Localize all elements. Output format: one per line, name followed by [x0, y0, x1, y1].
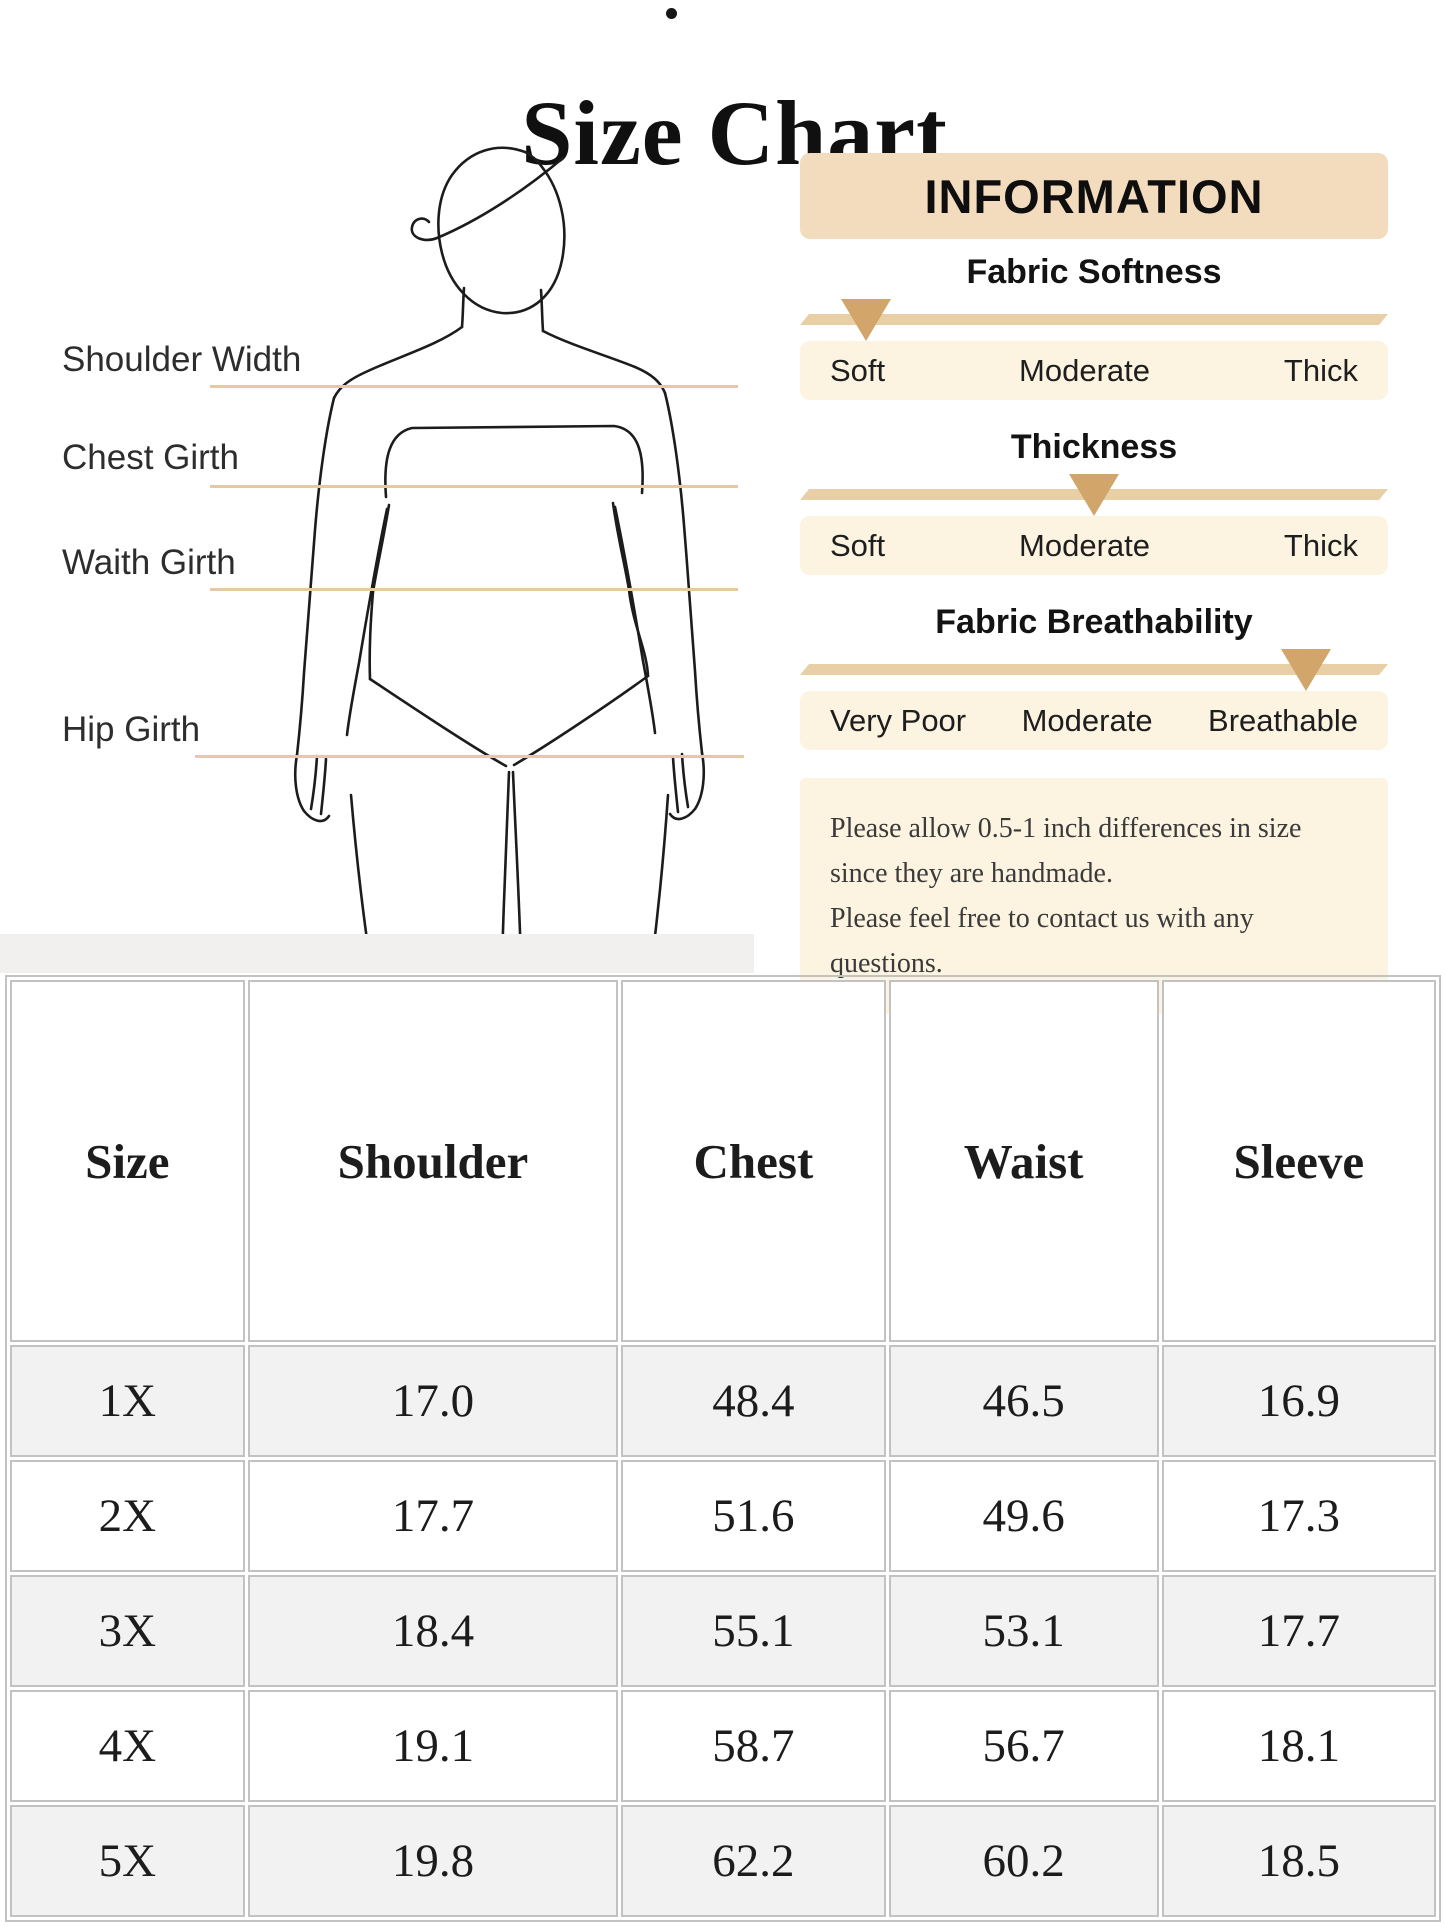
column-header-chest: Chest — [621, 980, 886, 1342]
scale-bar — [800, 314, 1388, 325]
cell-shoulder: 18.4 — [247, 1575, 619, 1687]
cell-waist: 46.5 — [888, 1345, 1159, 1457]
measure-line-hip — [195, 755, 744, 758]
scale-level: Moderate — [1021, 702, 1153, 738]
cell-size: 4X — [10, 1690, 245, 1802]
title-dot — [666, 8, 677, 19]
cell-shoulder: 19.8 — [247, 1805, 619, 1917]
size-table: Size Shoulder Chest Waist Sleeve 1X 17.0… — [5, 975, 1441, 1922]
cell-chest: 51.6 — [621, 1460, 886, 1572]
scale-level: Soft — [830, 352, 886, 388]
arm-outer-right — [663, 391, 704, 755]
measure-label-waith-girth: Waith Girth — [62, 543, 236, 582]
cell-chest: 62.2 — [621, 1805, 886, 1917]
measure-label-hip-girth: Hip Girth — [62, 710, 201, 749]
cell-sleeve: 16.9 — [1161, 1345, 1436, 1457]
scale-title: Fabric Softness — [966, 253, 1222, 291]
leg-inner-left — [500, 770, 511, 963]
cell-size: 5X — [10, 1805, 245, 1917]
measure-label-shoulder-width: Shoulder Width — [62, 340, 302, 379]
table-row: 1X 17.0 48.4 46.5 16.9 — [10, 1345, 1436, 1457]
measure-line-shoulder — [210, 385, 738, 388]
figure-base-strip — [0, 934, 754, 973]
table-row: 2X 17.7 51.6 49.6 17.3 — [10, 1460, 1436, 1572]
scale-title: Thickness — [1010, 428, 1178, 466]
cell-waist: 49.6 — [888, 1460, 1159, 1572]
cell-waist: 60.2 — [888, 1805, 1159, 1917]
table-row: 3X 18.4 55.1 53.1 17.7 — [10, 1575, 1436, 1687]
cell-sleeve: 18.5 — [1161, 1805, 1436, 1917]
cell-sleeve: 18.1 — [1161, 1690, 1436, 1802]
scale-marker-triangle-icon — [1280, 649, 1331, 691]
arm-outer-left — [295, 396, 336, 757]
cell-sleeve: 17.3 — [1161, 1460, 1436, 1572]
bikini-left — [368, 677, 508, 768]
table-row: 5X 19.8 62.2 60.2 18.5 — [10, 1805, 1436, 1917]
cell-shoulder: 17.0 — [247, 1345, 619, 1457]
hand-left-finger-1 — [309, 754, 319, 811]
cell-chest: 48.4 — [621, 1345, 886, 1457]
scale-level: Very Poor — [830, 702, 967, 738]
scale-title: Fabric Breathability — [935, 603, 1253, 641]
arm-inner-left — [345, 507, 389, 737]
hand-right — [668, 751, 706, 821]
scale-marker-triangle-icon — [1069, 474, 1119, 516]
scale-fabric-breathability: Fabric Breathability Very Poor Moderate … — [800, 601, 1388, 750]
cell-chest: 55.1 — [621, 1575, 886, 1687]
cell-size: 1X — [10, 1345, 245, 1457]
torso-left — [368, 503, 391, 681]
leg-inner-right — [511, 770, 523, 963]
chest-band — [384, 424, 644, 499]
cell-size: 3X — [10, 1575, 245, 1687]
scale-fabric-softness: Fabric Softness Soft Moderate Thick — [800, 251, 1388, 400]
column-header-sleeve: Sleeve — [1161, 980, 1436, 1342]
hair-strand — [410, 156, 565, 242]
column-header-shoulder: Shoulder — [247, 980, 619, 1342]
neck-left — [460, 286, 466, 329]
scale-level: Thick — [1283, 352, 1358, 388]
neck-right — [539, 288, 545, 333]
information-panel: INFORMATION Fabric Softness Soft Moderat… — [800, 153, 1388, 1014]
cell-waist: 56.7 — [888, 1690, 1159, 1802]
hand-left-finger-2 — [319, 757, 328, 816]
scale-levels: Very Poor Moderate Breathable — [800, 691, 1388, 750]
cell-chest: 58.7 — [621, 1690, 886, 1802]
scale-thickness: Thickness Soft Moderate Thick — [800, 426, 1388, 575]
cell-shoulder: 19.1 — [247, 1690, 619, 1802]
hand-left — [293, 753, 331, 823]
column-header-waist: Waist — [888, 980, 1159, 1342]
cell-sleeve: 17.7 — [1161, 1575, 1436, 1687]
table-header-row: Size Shoulder Chest Waist Sleeve — [10, 980, 1436, 1342]
scale-level: Moderate — [1019, 527, 1151, 563]
hand-right-finger-1 — [680, 752, 690, 809]
scale-levels: Soft Moderate Thick — [800, 516, 1388, 575]
cell-size: 2X — [10, 1460, 245, 1572]
arm-inner-right — [613, 505, 657, 735]
body-figure-illustration — [293, 146, 706, 963]
scale-marker-triangle-icon — [841, 299, 892, 341]
information-header: INFORMATION — [800, 153, 1388, 239]
scale-levels: Soft Moderate Thick — [800, 341, 1388, 400]
handmade-note: Please allow 0.5-1 inch differences in s… — [800, 778, 1388, 1014]
cell-shoulder: 17.7 — [247, 1460, 619, 1572]
cell-waist: 53.1 — [888, 1575, 1159, 1687]
measure-line-waist — [210, 588, 738, 591]
scale-level: Soft — [830, 527, 886, 563]
scale-level: Moderate — [1019, 352, 1151, 388]
bikini-right — [512, 674, 650, 767]
scale-bar-row — [800, 474, 1388, 516]
table-row: 4X 19.1 58.7 56.7 18.1 — [10, 1690, 1436, 1802]
scale-level: Thick — [1283, 527, 1358, 563]
scale-level: Breathable — [1208, 702, 1358, 738]
scale-bar-row — [800, 649, 1388, 691]
measure-label-chest-girth: Chest Girth — [62, 438, 239, 477]
scale-bar — [800, 664, 1388, 675]
hand-right-finger-2 — [671, 755, 680, 814]
column-header-size: Size — [10, 980, 245, 1342]
measure-line-chest — [210, 485, 738, 488]
scale-bar-row — [800, 299, 1388, 341]
shoulder-right — [541, 329, 667, 395]
